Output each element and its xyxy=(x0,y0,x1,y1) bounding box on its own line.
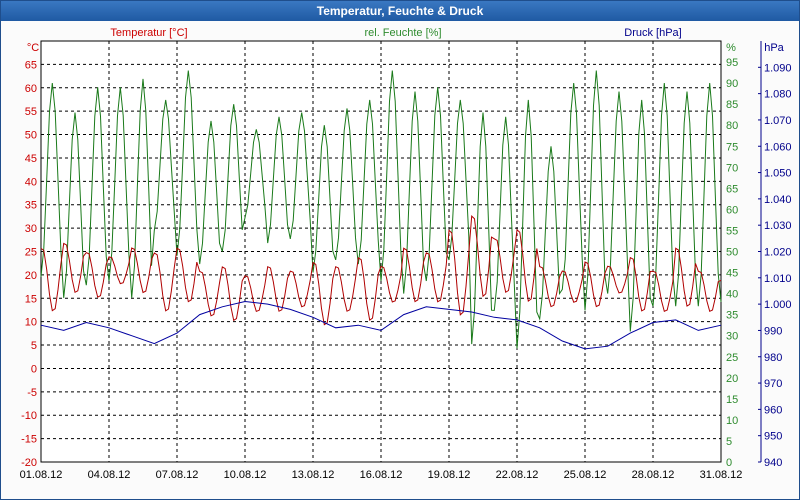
pressure-tick-label: 1.040 xyxy=(764,194,792,206)
temperature-tick-label: 30 xyxy=(25,223,37,235)
pressure-tick-label: 980 xyxy=(764,352,782,364)
temperature-tick-label: 65 xyxy=(25,59,37,71)
humidity-tick-label: 55 xyxy=(726,225,738,237)
pressure-tick-label: 940 xyxy=(764,457,782,469)
temperature-axis-title: Temperatur [°C] xyxy=(110,27,187,39)
pressure-tick-label: 990 xyxy=(764,325,782,337)
temperature-series-line xyxy=(40,215,722,326)
humidity-tick-label: 0 xyxy=(726,457,732,469)
humidity-tick-label: 30 xyxy=(726,331,738,343)
series-group xyxy=(40,70,722,350)
humidity-tick-label: 95 xyxy=(726,57,738,69)
pressure-tick-label: 1.090 xyxy=(764,62,792,74)
humidity-tick-label: 25 xyxy=(726,352,738,364)
temperature-tick-label: 40 xyxy=(25,176,37,188)
pressure-tick-label: 1.020 xyxy=(764,247,792,259)
humidity-tick-label: 35 xyxy=(726,310,738,322)
x-tick-label: 16.08.12 xyxy=(360,469,403,481)
humidity-tick-label: 5 xyxy=(726,436,732,448)
humidity-series-line xyxy=(40,70,722,349)
x-tick-label: 01.08.12 xyxy=(20,469,63,481)
grid xyxy=(40,40,722,463)
window-title: Temperatur, Feuchte & Druck xyxy=(1,1,799,21)
x-tick-label: 13.08.12 xyxy=(292,469,335,481)
humidity-tick-label: 85 xyxy=(726,99,738,111)
humidity-tick-label: 90 xyxy=(726,78,738,90)
humidity-tick-label: 75 xyxy=(726,141,738,153)
temperature-tick-label: 0 xyxy=(31,363,37,375)
x-tick-label: 04.08.12 xyxy=(88,469,131,481)
pressure-tick-label: 1.000 xyxy=(764,299,792,311)
humidity-tick-label: 70 xyxy=(726,162,738,174)
x-tick-label: 19.08.12 xyxy=(428,469,471,481)
humidity-tick-label: 15 xyxy=(726,394,738,406)
humidity-tick-label: 80 xyxy=(726,120,738,132)
humidity-tick-label: 10 xyxy=(726,415,738,427)
temperature-tick-label: 60 xyxy=(25,83,37,95)
pressure-tick-label: 970 xyxy=(764,378,782,390)
humidity-tick-label: 40 xyxy=(726,289,738,301)
pressure-tick-label: 1.030 xyxy=(764,220,792,232)
pressure-tick-label: 1.060 xyxy=(764,141,792,153)
temperature-tick-label: 50 xyxy=(25,130,37,142)
temperature-tick-label: 15 xyxy=(25,293,37,305)
humidity-tick-label: 50 xyxy=(726,247,738,259)
humidity-unit-label: % xyxy=(726,42,736,54)
humidity-tick-label: 60 xyxy=(726,204,738,216)
x-tick-label: 25.08.12 xyxy=(564,469,607,481)
temperature-tick-label: -5 xyxy=(27,387,37,399)
x-tick-label: 22.08.12 xyxy=(496,469,539,481)
temperature-tick-label: -10 xyxy=(21,410,37,422)
temperature-tick-label: 35 xyxy=(25,200,37,212)
temperature-tick-label: 5 xyxy=(31,340,37,352)
temperature-tick-label: 25 xyxy=(25,247,37,259)
pressure-tick-label: 1.070 xyxy=(764,115,792,127)
humidity-tick-label: 65 xyxy=(726,183,738,195)
humidity-axis-title: rel. Feuchte [%] xyxy=(364,27,441,39)
humidity-tick-label: 45 xyxy=(726,268,738,280)
temperature-tick-label: 20 xyxy=(25,270,37,282)
temperature-tick-label: -20 xyxy=(21,457,37,469)
temperature-tick-label: 10 xyxy=(25,317,37,329)
x-tick-label: 07.08.12 xyxy=(156,469,199,481)
pressure-tick-label: 950 xyxy=(764,431,782,443)
pressure-tick-label: 1.010 xyxy=(764,273,792,285)
pressure-axis-title: Druck [hPa] xyxy=(624,27,681,39)
pressure-tick-label: 1.080 xyxy=(764,89,792,101)
x-tick-label: 28.08.12 xyxy=(632,469,675,481)
pressure-tick-label: 960 xyxy=(764,404,782,416)
humidity-tick-label: 20 xyxy=(726,373,738,385)
x-tick-label: 10.08.12 xyxy=(224,469,267,481)
pressure-unit-label: hPa xyxy=(764,42,784,54)
x-tick-label: 31.08.12 xyxy=(700,469,743,481)
temperature-unit-label: °C xyxy=(27,42,39,54)
temperature-tick-label: 45 xyxy=(25,153,37,165)
pressure-series-line xyxy=(40,300,722,350)
axes-group: -20-15-10-50510152025303540455055606501.… xyxy=(20,41,792,481)
pressure-tick-label: 1.050 xyxy=(764,168,792,180)
temperature-tick-label: 55 xyxy=(25,106,37,118)
temperature-tick-label: -15 xyxy=(21,434,37,446)
